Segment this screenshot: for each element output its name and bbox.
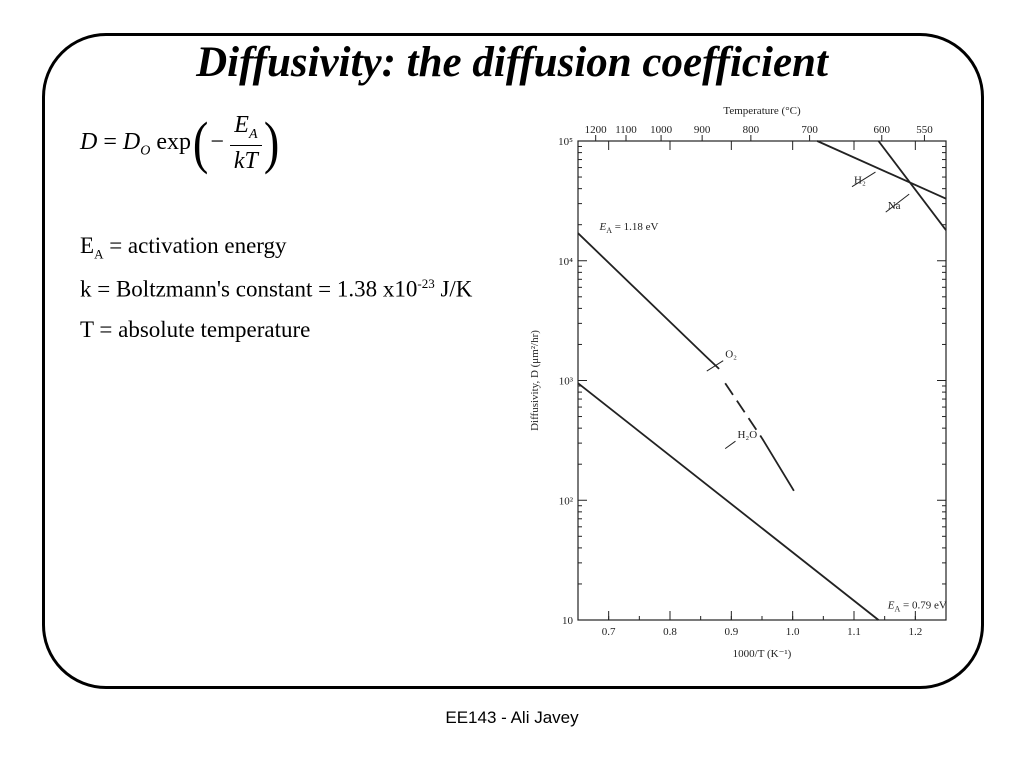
leader-h (851, 171, 876, 188)
eq-lhs: D (80, 128, 98, 155)
leader-ho (724, 440, 736, 449)
series-label-na: Na (888, 200, 901, 212)
y-tick-label: 10³ (559, 376, 574, 388)
definition-boltzmann: k = Boltzmann's constant = 1.38 x10-23 J… (80, 276, 472, 303)
series-tail-o (761, 437, 795, 492)
eq-minus: − (210, 128, 224, 155)
series-dashed-o (724, 382, 763, 439)
top-tick-label: 1000 (650, 124, 673, 136)
x-tick-label: 1.0 (786, 626, 800, 638)
definition-temperature: T = absolute temperature (80, 317, 310, 343)
definition-activation-energy: EA = activation energy (80, 233, 287, 263)
eq-paren-right: ) (263, 110, 280, 176)
x-tick-label: 0.7 (602, 626, 616, 638)
top-tick-label: 700 (801, 124, 818, 136)
slide-frame (42, 33, 984, 689)
top-tick-label: 800 (743, 124, 760, 136)
def-t-text: T = absolute temperature (80, 317, 311, 342)
series-label-o: O₂ (725, 349, 737, 361)
top-tick-label: 1100 (615, 124, 637, 136)
slide-title: Diffusivity: the diffusion coefficient (196, 39, 828, 86)
eq-equals: = (103, 128, 117, 155)
x-axis-label: 1000/T (K⁻¹) (733, 648, 792, 660)
eq-den: kT (233, 147, 258, 174)
eq-func: exp (156, 128, 192, 155)
footer-text: EE143 - Ali Javey (445, 708, 579, 727)
diffusivity-chart: 0.7 0.8 0.9 1.0 1.1 1.2 10 10² 10³ 10⁴ 10⁵ 1200 1100… (529, 105, 947, 660)
y-axis-label: Diffusivity, D (μm²/hr) (529, 330, 541, 431)
eq-d-sub: O (140, 143, 151, 159)
top-axis-label: Temperature (°C) (723, 105, 801, 117)
y-tick-label: 10⁵ (558, 136, 573, 148)
def-ea-symbol: E (80, 233, 95, 258)
series-line-h (816, 140, 947, 200)
def-k-text: k = Boltzmann's constant = 1.38 x10 (80, 276, 418, 302)
series-line-o (577, 232, 720, 370)
def-ea-sub: A (94, 246, 104, 262)
diffusion-equation: D = DO exp(− EA kT ) (80, 112, 281, 175)
series-label-ho: H₂O (737, 429, 757, 441)
leader-o (706, 360, 724, 372)
eq-num: E (234, 112, 249, 138)
x-tick-label: 0.9 (724, 626, 738, 638)
x-tick-label: 1.1 (847, 626, 861, 638)
activation-energy-label: EA = 0.79 eV (887, 599, 947, 613)
def-k-exponent: -23 (417, 276, 435, 291)
x-tick-label: 1.2 (908, 626, 922, 638)
series-line-ho (577, 382, 880, 621)
def-k-unit: J/K (434, 276, 473, 302)
eq-fraction: EA kT (229, 112, 262, 175)
series-label-h: H₂ (854, 175, 866, 187)
activation-energy-label: EA = 1.18 eV (598, 221, 658, 235)
series-line-na (877, 140, 947, 231)
y-tick-label: 10 (562, 615, 574, 627)
def-ea-text: = activation energy (109, 233, 287, 258)
top-tick-label: 900 (694, 124, 711, 136)
leader-na (885, 193, 910, 213)
eq-d: D (122, 128, 141, 155)
eq-paren-left: ( (192, 110, 209, 176)
x-tick-label: 0.8 (663, 626, 677, 638)
y-tick-label: 10⁴ (558, 256, 573, 268)
y-tick-label: 10² (559, 495, 574, 507)
top-tick-label: 550 (916, 124, 933, 136)
plot-frame (577, 140, 947, 621)
top-tick-label: 1200 (585, 124, 608, 136)
eq-num-sub: A (248, 126, 258, 142)
top-tick-label: 600 (874, 124, 891, 136)
